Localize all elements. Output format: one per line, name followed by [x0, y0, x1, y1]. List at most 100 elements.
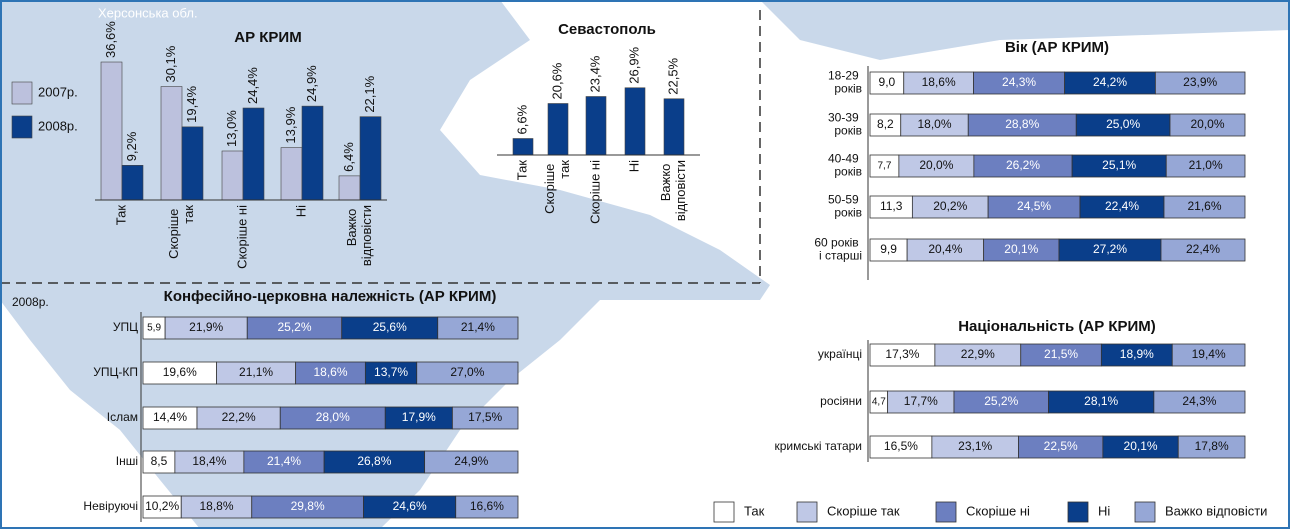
annotation: 2008р.	[12, 295, 49, 309]
y-tick-label: 60 років і старші	[814, 236, 862, 263]
value-label: 20,2%	[933, 199, 967, 213]
value-label: 21,0%	[1189, 158, 1223, 172]
value-label: 24,6%	[393, 499, 427, 513]
x-tick-label: Ні	[626, 160, 641, 172]
value-label: 5,9	[147, 323, 161, 334]
x-tick-label: Скоріше ні	[234, 205, 249, 269]
category-label-group: Важко відповісти	[658, 160, 688, 221]
chart-title: Вік (АР КРИМ)	[1005, 39, 1109, 56]
value-label: 13,9%	[283, 106, 298, 143]
bar	[280, 147, 303, 201]
value-label: 24,4%	[245, 67, 260, 104]
bar-segment	[1163, 195, 1246, 219]
legend-label: 2007р.	[38, 84, 78, 99]
category-label-group: Скоріше так	[542, 160, 572, 214]
x-tick-label: Скоріше ні	[587, 160, 602, 224]
value-label: 21,5%	[1044, 347, 1078, 361]
value-label: 24,3%	[1002, 75, 1036, 89]
value-label: 24,9%	[304, 65, 319, 102]
bar-segment	[437, 316, 519, 340]
value-label: 24,3%	[1182, 394, 1216, 408]
chart-title: Конфесійно-церковна належність (АР КРИМ)	[164, 288, 497, 305]
category-label-group: Важко відповісти	[344, 205, 374, 266]
value-label: 9,9	[880, 242, 897, 256]
bar-segment	[416, 361, 519, 385]
value-label: 20,6%	[549, 62, 564, 99]
value-label: 6,6%	[514, 104, 529, 134]
value-label: 20,0%	[919, 158, 953, 172]
legend-swatch	[1067, 501, 1089, 523]
bar-segment	[1154, 71, 1246, 95]
value-label: 25,6%	[373, 320, 407, 334]
bar-segment	[424, 450, 519, 474]
y-tick-label: 30-39 років	[828, 111, 862, 138]
value-label: 16,6%	[470, 499, 504, 513]
value-label: 21,4%	[461, 320, 495, 334]
value-label: 27,2%	[1093, 242, 1127, 256]
legend-label: Так	[744, 503, 765, 518]
legend-label: Важко відповісти	[1165, 503, 1267, 518]
value-label: 18,4%	[192, 454, 226, 468]
value-label: 18,6%	[313, 365, 347, 379]
category-label-group: Ні	[293, 205, 308, 217]
y-tick-label: Інші	[116, 454, 138, 468]
value-label: 17,9%	[402, 410, 436, 424]
value-label: 14,4%	[153, 410, 187, 424]
value-label: 36,6%	[103, 21, 118, 58]
value-label: 6,4%	[341, 142, 356, 172]
value-label: 18,8%	[199, 499, 233, 513]
value-label: 25,2%	[277, 320, 311, 334]
x-tick-label: Скоріше так	[542, 160, 572, 214]
value-label: 24,2%	[1093, 75, 1127, 89]
x-tick-label: Ні	[293, 205, 308, 217]
value-label: 28,0%	[316, 410, 350, 424]
value-label: 25,2%	[984, 394, 1018, 408]
legend-label: 2008р.	[38, 118, 78, 133]
category-label-group: Так	[514, 160, 529, 181]
value-label: 16,5%	[884, 439, 918, 453]
bar-segment	[1153, 390, 1246, 414]
legend-label: Ні	[1098, 503, 1110, 518]
value-label: 25,1%	[1102, 158, 1136, 172]
bar	[100, 61, 123, 201]
category-label-group: Скоріше ні	[234, 205, 249, 269]
value-label: 17,5%	[468, 410, 502, 424]
value-label: 13,0%	[224, 110, 239, 147]
bar	[338, 175, 361, 201]
bar	[181, 126, 204, 201]
x-tick-label: Так	[514, 160, 529, 181]
bar-segment	[1177, 435, 1246, 459]
value-label: 20,0%	[1190, 117, 1224, 131]
legend-swatch	[935, 501, 957, 523]
chart-title: Севастополь	[558, 21, 656, 38]
y-tick-label: 50-59 років	[828, 193, 862, 220]
value-label: 8,5	[151, 454, 168, 468]
x-tick-label: Важко відповісти	[658, 160, 688, 221]
x-tick-label: Скоріше так	[166, 205, 196, 259]
legend-swatch	[713, 501, 735, 523]
y-tick-label: Невіруючі	[83, 499, 138, 513]
bar	[663, 98, 685, 156]
value-label: 18,0%	[917, 117, 951, 131]
y-tick-label: кримські татари	[774, 439, 862, 453]
value-label: 23,4%	[587, 55, 602, 92]
bar-segment	[1160, 238, 1246, 262]
value-label: 26,9%	[626, 46, 641, 83]
bar-segment	[1165, 154, 1246, 178]
y-tick-label: українці	[818, 347, 862, 361]
y-tick-label: росіяни	[820, 394, 862, 408]
value-label: 22,5%	[1044, 439, 1078, 453]
value-label: 21,1%	[239, 365, 273, 379]
value-label: 4,7	[872, 397, 886, 408]
chart-title: АР КРИМ	[234, 29, 301, 46]
value-label: 22,2%	[222, 410, 256, 424]
category-label-group: Ні	[626, 160, 641, 172]
value-label: 19,4%	[184, 86, 199, 123]
legend-label: Скоріше так	[827, 503, 900, 518]
value-label: 21,6%	[1187, 199, 1221, 213]
category-label-group: Так	[113, 205, 128, 226]
value-label: 21,9%	[189, 320, 223, 334]
value-label: 20,1%	[1004, 242, 1038, 256]
